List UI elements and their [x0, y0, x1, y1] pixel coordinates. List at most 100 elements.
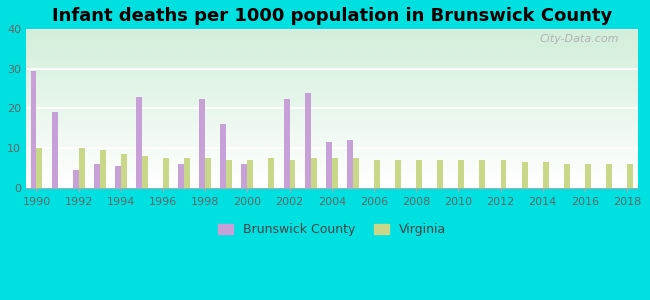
Bar — [163, 158, 169, 188]
Bar — [31, 71, 36, 188]
Bar — [26, 178, 638, 180]
Bar — [458, 160, 464, 188]
Bar — [200, 98, 205, 188]
Bar — [26, 162, 638, 164]
Bar — [121, 154, 127, 188]
Bar — [26, 112, 638, 113]
Bar — [26, 53, 638, 55]
Bar — [627, 164, 633, 188]
Bar — [26, 100, 638, 102]
Bar — [99, 150, 106, 188]
Bar — [26, 180, 638, 181]
Bar — [26, 148, 638, 149]
Bar — [178, 164, 184, 188]
Bar — [26, 94, 638, 96]
Bar — [26, 34, 638, 36]
Bar — [26, 176, 638, 178]
Bar — [26, 59, 638, 61]
Bar — [374, 160, 380, 188]
Bar — [26, 140, 638, 142]
Bar — [184, 158, 190, 188]
Bar — [326, 142, 332, 188]
Bar — [290, 160, 296, 188]
Bar — [268, 158, 274, 188]
Bar — [26, 62, 638, 64]
Bar — [305, 93, 311, 188]
Bar — [26, 153, 638, 154]
Bar — [500, 160, 506, 188]
Bar — [26, 110, 638, 112]
Bar — [26, 48, 638, 50]
Bar — [26, 183, 638, 184]
Bar — [564, 164, 569, 188]
Bar — [26, 55, 638, 56]
Bar — [73, 170, 79, 188]
Bar — [26, 186, 638, 188]
Bar — [26, 126, 638, 127]
Bar — [26, 121, 638, 123]
Bar — [26, 173, 638, 175]
Text: City-Data.com: City-Data.com — [540, 34, 619, 44]
Bar — [26, 107, 638, 108]
Bar — [26, 29, 638, 31]
Bar — [26, 137, 638, 139]
Bar — [26, 104, 638, 105]
Bar — [26, 86, 638, 88]
Bar — [26, 64, 638, 66]
Bar — [79, 148, 84, 188]
Bar — [248, 160, 254, 188]
Bar — [26, 134, 638, 135]
Bar — [26, 181, 638, 183]
Bar — [26, 61, 638, 62]
Bar — [26, 45, 638, 47]
Title: Infant deaths per 1000 population in Brunswick County: Infant deaths per 1000 population in Bru… — [51, 7, 612, 25]
Bar — [26, 129, 638, 130]
Legend: Brunswick County, Virginia: Brunswick County, Virginia — [213, 218, 451, 242]
Bar — [26, 51, 638, 53]
Bar — [26, 96, 638, 97]
Bar — [26, 170, 638, 172]
Bar — [36, 148, 42, 188]
Bar — [51, 112, 58, 188]
Bar — [26, 36, 638, 37]
Bar — [26, 175, 638, 176]
Bar — [606, 164, 612, 188]
Bar — [26, 31, 638, 32]
Bar — [26, 91, 638, 93]
Bar — [521, 162, 528, 188]
Bar — [26, 146, 638, 148]
Bar — [26, 40, 638, 42]
Bar — [347, 140, 353, 188]
Bar — [26, 42, 638, 44]
Bar — [26, 164, 638, 165]
Bar — [26, 139, 638, 140]
Bar — [242, 164, 248, 188]
Bar — [26, 172, 638, 173]
Bar — [226, 160, 232, 188]
Bar — [26, 167, 638, 169]
Bar — [26, 143, 638, 145]
Bar — [480, 160, 486, 188]
Bar — [26, 72, 638, 74]
Bar — [26, 67, 638, 69]
Bar — [437, 160, 443, 188]
Bar — [26, 154, 638, 156]
Bar — [26, 85, 638, 86]
Bar — [26, 74, 638, 75]
Bar — [26, 37, 638, 39]
Bar — [26, 108, 638, 110]
Bar — [26, 118, 638, 119]
Bar — [136, 97, 142, 188]
Bar — [26, 47, 638, 48]
Bar — [26, 105, 638, 107]
Bar — [26, 89, 638, 91]
Bar — [26, 132, 638, 134]
Bar — [26, 158, 638, 159]
Bar — [26, 128, 638, 129]
Bar — [543, 162, 549, 188]
Bar — [142, 156, 148, 188]
Bar — [26, 97, 638, 99]
Bar — [311, 158, 317, 188]
Bar — [94, 164, 99, 188]
Bar — [26, 80, 638, 82]
